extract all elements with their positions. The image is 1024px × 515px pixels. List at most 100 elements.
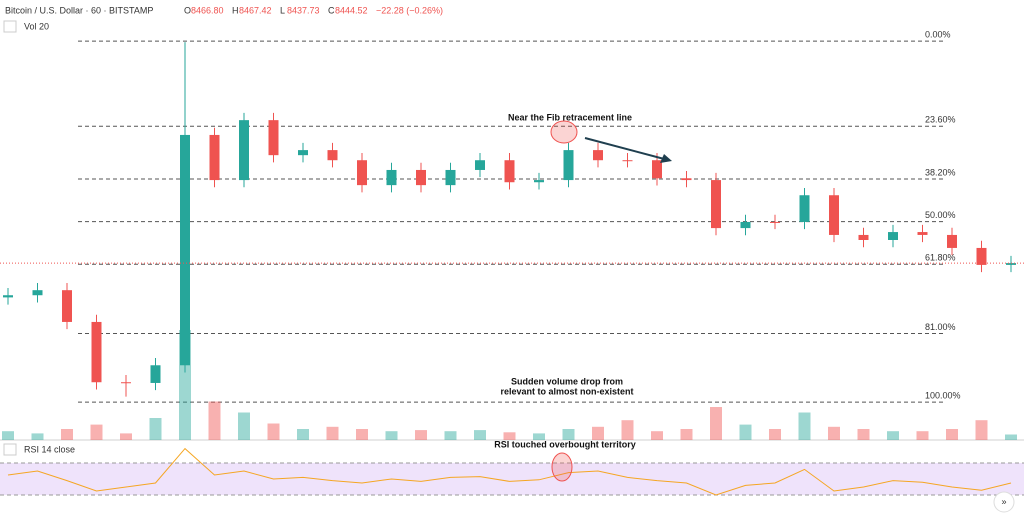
volume-label: Vol 20 <box>24 21 49 31</box>
fib-label: 81.00% <box>925 322 956 332</box>
candle-body <box>504 160 515 183</box>
candle-body <box>858 234 869 240</box>
change: −22.28 (−0.26%) <box>376 5 443 15</box>
candle-body <box>976 247 987 265</box>
candle-body <box>91 321 102 383</box>
candle-body <box>829 195 839 235</box>
volume-bar <box>946 429 958 440</box>
scroll-icon[interactable]: » <box>1001 496 1006 506</box>
volume-bar <box>208 401 221 440</box>
candle-body <box>62 290 72 322</box>
candle-body <box>32 290 43 296</box>
volume-bar <box>444 431 457 440</box>
annotation: Sudden volume drop from <box>511 376 623 386</box>
volume-bar <box>297 429 309 440</box>
candle-body <box>740 221 751 229</box>
candle-body <box>622 160 633 162</box>
volume-bar <box>710 407 722 440</box>
candle-body <box>681 178 692 181</box>
volume-bar <box>857 429 870 440</box>
volume-bar <box>238 412 250 440</box>
volume-bar <box>621 420 634 440</box>
volume-bar <box>680 429 693 440</box>
ohlc-value: 8437.73 <box>287 5 320 15</box>
volume-bar <box>61 429 73 440</box>
volume-bar <box>415 430 427 440</box>
collapse-button[interactable] <box>3 20 17 33</box>
candle-body <box>298 150 308 156</box>
candle-body <box>386 169 397 186</box>
volume-bar <box>120 433 132 440</box>
candle-body <box>327 150 338 161</box>
candle-body <box>917 232 928 235</box>
fib-label: 61.80% <box>925 253 956 263</box>
volume-bar <box>916 431 929 440</box>
volume-bar <box>503 432 516 440</box>
fib-label: 100.00% <box>925 390 961 400</box>
symbol: Bitcoin / U.S. Dollar · 60 · BITSTAMP <box>5 5 153 15</box>
volume-bar <box>474 430 486 440</box>
candle-body <box>799 195 810 222</box>
volume-bar <box>828 426 840 440</box>
ohlc-value: 8444.52 <box>335 5 368 15</box>
annotation: relevant to almost non-existent <box>500 386 633 396</box>
arrow-head <box>660 154 672 163</box>
volume-bar <box>651 431 663 440</box>
candle-body <box>563 150 574 181</box>
candle-body <box>150 365 161 383</box>
fib-label: 0.00% <box>925 29 951 39</box>
volume-bar <box>592 426 604 440</box>
scroll-button[interactable] <box>993 491 1015 513</box>
ohlc-key: O <box>184 5 191 15</box>
ohlc-key: L <box>280 5 285 15</box>
annotation: Near the Fib retracement line <box>508 112 632 122</box>
volume-bar <box>739 424 752 440</box>
ohlc-value: 8467.42 <box>239 5 272 15</box>
rsi-band <box>0 463 1024 495</box>
ohlc-value: 8466.80 <box>191 5 224 15</box>
volume-bar <box>31 433 44 440</box>
candle-body <box>947 234 957 248</box>
candle-body <box>1006 263 1016 265</box>
candle-body <box>770 221 780 223</box>
volume-bar <box>887 431 899 440</box>
ohlc-key: C <box>328 5 335 15</box>
candle-body <box>121 382 131 384</box>
fib-label: 23.60% <box>925 115 956 125</box>
volume-bar <box>149 418 162 440</box>
fib-label: 38.20% <box>925 167 956 177</box>
candle-body <box>416 169 426 186</box>
volume-bar <box>562 429 575 440</box>
candle-body <box>209 134 220 181</box>
volume-bar <box>769 429 781 440</box>
rsi-label: RSI 14 close <box>24 444 75 454</box>
volume-bar <box>975 420 988 440</box>
candle-body <box>652 160 662 179</box>
candle-body <box>711 180 721 229</box>
annotation: RSI touched overbought territory <box>494 439 636 449</box>
candle-body <box>180 134 190 366</box>
candle-body <box>593 150 603 161</box>
arrow <box>584 137 669 161</box>
ohlc-key: H <box>232 5 239 15</box>
candle-body <box>534 180 544 183</box>
highlight <box>550 120 578 144</box>
fib-label: 50.00% <box>925 210 956 220</box>
candle-body <box>445 169 456 186</box>
highlight <box>551 452 573 482</box>
rsi-line <box>7 447 1012 496</box>
volume-bar <box>533 433 545 440</box>
candle-body <box>888 232 898 240</box>
ohlc: O 8466.80 H 8467.42 L 8437.73 C 8444.52 <box>184 5 368 15</box>
candle-body <box>239 120 249 181</box>
volume-bar <box>356 429 368 440</box>
candle-body <box>3 295 13 298</box>
volume-bar <box>385 431 398 440</box>
volume-bar <box>326 426 339 440</box>
volume-bar <box>90 424 103 440</box>
volume-bar <box>1005 434 1017 440</box>
volume-bar <box>267 423 280 440</box>
collapse-button[interactable] <box>3 443 17 456</box>
